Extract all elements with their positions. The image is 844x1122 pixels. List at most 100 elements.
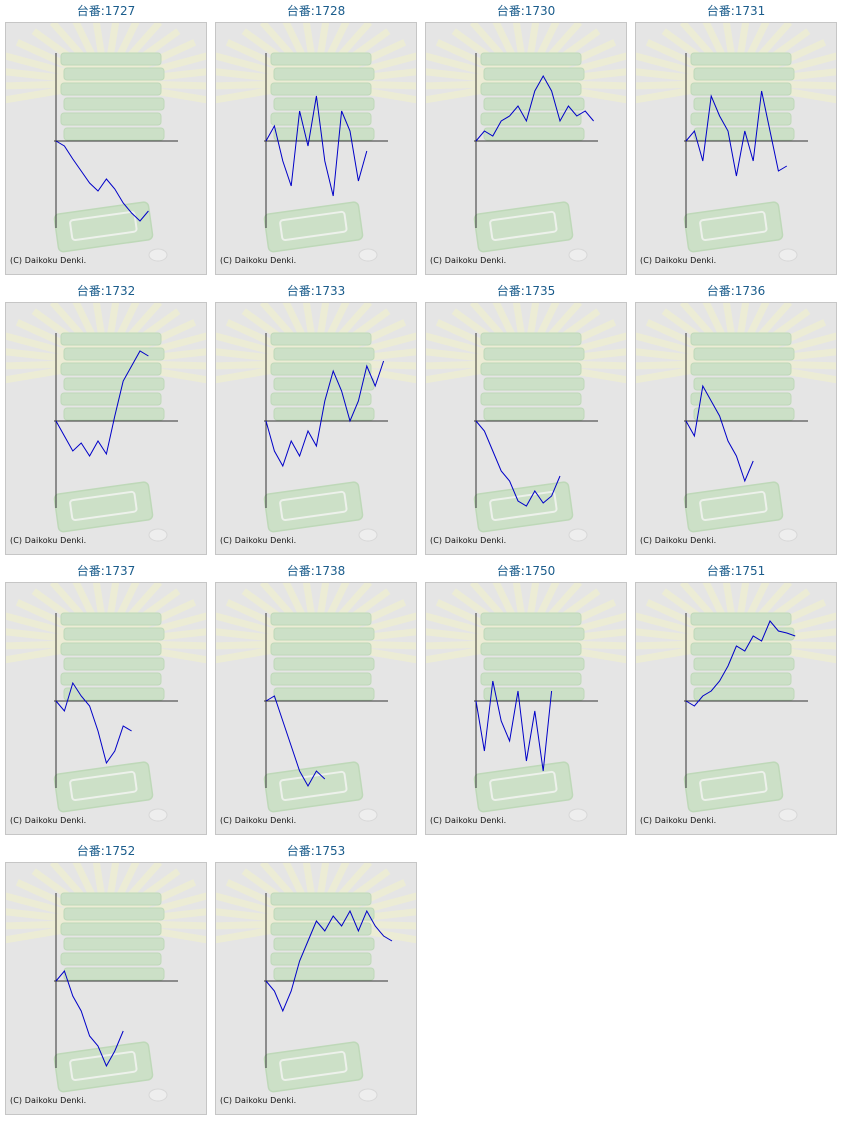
machine-number-link[interactable]: 台番:1753 — [287, 844, 346, 858]
machine-title: 台番:1737 — [1, 563, 211, 579]
machine-cell: 台番:1750 (C) Daikoku Denki. — [421, 560, 631, 840]
machine-number: 1738 — [314, 564, 346, 578]
machine-number-link[interactable]: 台番:1738 — [287, 564, 346, 578]
machine-number: 1732 — [104, 284, 136, 298]
machine-watermark-icon — [636, 303, 836, 542]
machine-prefix-label: 台番: — [76, 844, 105, 858]
machine-watermark-icon — [6, 23, 206, 262]
series-line — [55, 140, 149, 222]
machine-number: 1752 — [104, 844, 136, 858]
machine-number-link[interactable]: 台番:1732 — [77, 284, 136, 298]
machine-title: 台番:1733 — [211, 283, 421, 299]
machine-title: 台番:1751 — [631, 563, 841, 579]
machine-watermark-icon — [6, 863, 206, 1102]
slump-chart[interactable]: (C) Daikoku Denki. — [5, 582, 207, 835]
slump-chart[interactable]: (C) Daikoku Denki. — [635, 582, 837, 835]
machine-cell: 台番:1737 (C) Daikoku Denki. — [1, 560, 211, 840]
copyright-text: (C) Daikoku Denki. — [430, 536, 507, 545]
machine-prefix-label: 台番: — [76, 284, 105, 298]
slump-chart[interactable]: (C) Daikoku Denki. — [5, 22, 207, 275]
machine-title: 台番:1728 — [211, 3, 421, 19]
slump-graph — [216, 303, 416, 542]
machine-number-link[interactable]: 台番:1752 — [77, 844, 136, 858]
machine-number-link[interactable]: 台番:1736 — [707, 284, 766, 298]
slump-chart[interactable]: (C) Daikoku Denki. — [425, 582, 627, 835]
series-line — [55, 681, 132, 765]
machine-number-link[interactable]: 台番:1737 — [77, 564, 136, 578]
slump-chart[interactable]: (C) Daikoku Denki. — [425, 302, 627, 555]
copyright-text: (C) Daikoku Denki. — [10, 256, 87, 265]
machine-number-link[interactable]: 台番:1727 — [77, 4, 136, 18]
machine-prefix-label: 台番: — [286, 844, 315, 858]
slump-chart[interactable]: (C) Daikoku Denki. — [215, 302, 417, 555]
slump-graph — [6, 863, 206, 1102]
copyright-text: (C) Daikoku Denki. — [430, 256, 507, 265]
machine-number-link[interactable]: 台番:1731 — [707, 4, 766, 18]
machine-cell: 台番:1735 (C) Daikoku Denki. — [421, 280, 631, 560]
machine-watermark-icon — [6, 583, 206, 822]
machine-cell: 台番:1751 (C) Daikoku Denki. — [631, 560, 841, 840]
slump-chart[interactable]: (C) Daikoku Denki. — [215, 862, 417, 1115]
series-line — [265, 360, 385, 468]
series-line — [685, 90, 788, 177]
machine-watermark-icon — [636, 23, 836, 262]
machine-prefix-label: 台番: — [286, 564, 315, 578]
slump-chart[interactable]: (C) Daikoku Denki. — [635, 302, 837, 555]
slump-chart[interactable]: (C) Daikoku Denki. — [425, 22, 627, 275]
series-line — [475, 680, 553, 772]
series-line — [475, 420, 561, 507]
series-line — [685, 620, 796, 707]
machine-number-link[interactable]: 台番:1728 — [287, 4, 346, 18]
machine-prefix-label: 台番: — [706, 564, 735, 578]
machine-watermark-icon — [426, 303, 626, 542]
machine-watermark-icon — [426, 583, 626, 822]
machine-number: 1730 — [524, 4, 556, 18]
machine-title: 台番:1732 — [1, 283, 211, 299]
machine-number: 1727 — [104, 4, 136, 18]
slump-graph — [426, 583, 626, 822]
machine-prefix-label: 台番: — [76, 564, 105, 578]
machine-number-link[interactable]: 台番:1730 — [497, 4, 556, 18]
slump-graph — [6, 303, 206, 542]
machine-watermark-icon — [636, 583, 836, 822]
copyright-text: (C) Daikoku Denki. — [10, 1096, 87, 1105]
machine-cell: 台番:1753 (C) Daikoku Denki. — [211, 840, 421, 1120]
machine-number-link[interactable]: 台番:1735 — [497, 284, 556, 298]
slump-chart[interactable]: (C) Daikoku Denki. — [635, 22, 837, 275]
machine-cell: 台番:1731 (C) Daikoku Denki. — [631, 0, 841, 280]
machine-number: 1733 — [314, 284, 346, 298]
slump-chart[interactable]: (C) Daikoku Denki. — [5, 862, 207, 1115]
machine-title: 台番:1730 — [421, 3, 631, 19]
machine-prefix-label: 台番: — [706, 284, 735, 298]
machine-watermark-icon — [426, 23, 626, 262]
machine-number-link[interactable]: 台番:1733 — [287, 284, 346, 298]
slump-chart[interactable]: (C) Daikoku Denki. — [215, 582, 417, 835]
machine-number-link[interactable]: 台番:1751 — [707, 564, 766, 578]
slump-graph — [636, 583, 836, 822]
slump-graph — [216, 583, 416, 822]
machine-title: 台番:1736 — [631, 283, 841, 299]
machine-watermark-icon — [216, 23, 416, 262]
machine-cell: 台番:1738 (C) Daikoku Denki. — [211, 560, 421, 840]
machine-cell: 台番:1728 (C) Daikoku Denki. — [211, 0, 421, 280]
slump-chart[interactable]: (C) Daikoku Denki. — [215, 22, 417, 275]
series-line — [265, 95, 368, 197]
copyright-text: (C) Daikoku Denki. — [640, 536, 717, 545]
machine-watermark-icon — [6, 303, 206, 542]
slump-graph — [216, 23, 416, 262]
copyright-text: (C) Daikoku Denki. — [220, 256, 297, 265]
machine-title: 台番:1753 — [211, 843, 421, 859]
slump-graph — [636, 23, 836, 262]
copyright-text: (C) Daikoku Denki. — [220, 816, 297, 825]
machine-prefix-label: 台番: — [76, 4, 105, 18]
machine-cell: 台番:1732 (C) Daikoku Denki. — [1, 280, 211, 560]
machine-watermark-icon — [216, 303, 416, 542]
series-line — [265, 695, 326, 788]
slump-chart[interactable]: (C) Daikoku Denki. — [5, 302, 207, 555]
machine-title: 台番:1727 — [1, 3, 211, 19]
machine-cell: 台番:1727 (C) Daikoku Denki. — [1, 0, 211, 280]
slump-graph — [636, 303, 836, 542]
machine-cell: 台番:1736 (C) Daikoku Denki. — [631, 280, 841, 560]
machine-number-link[interactable]: 台番:1750 — [497, 564, 556, 578]
